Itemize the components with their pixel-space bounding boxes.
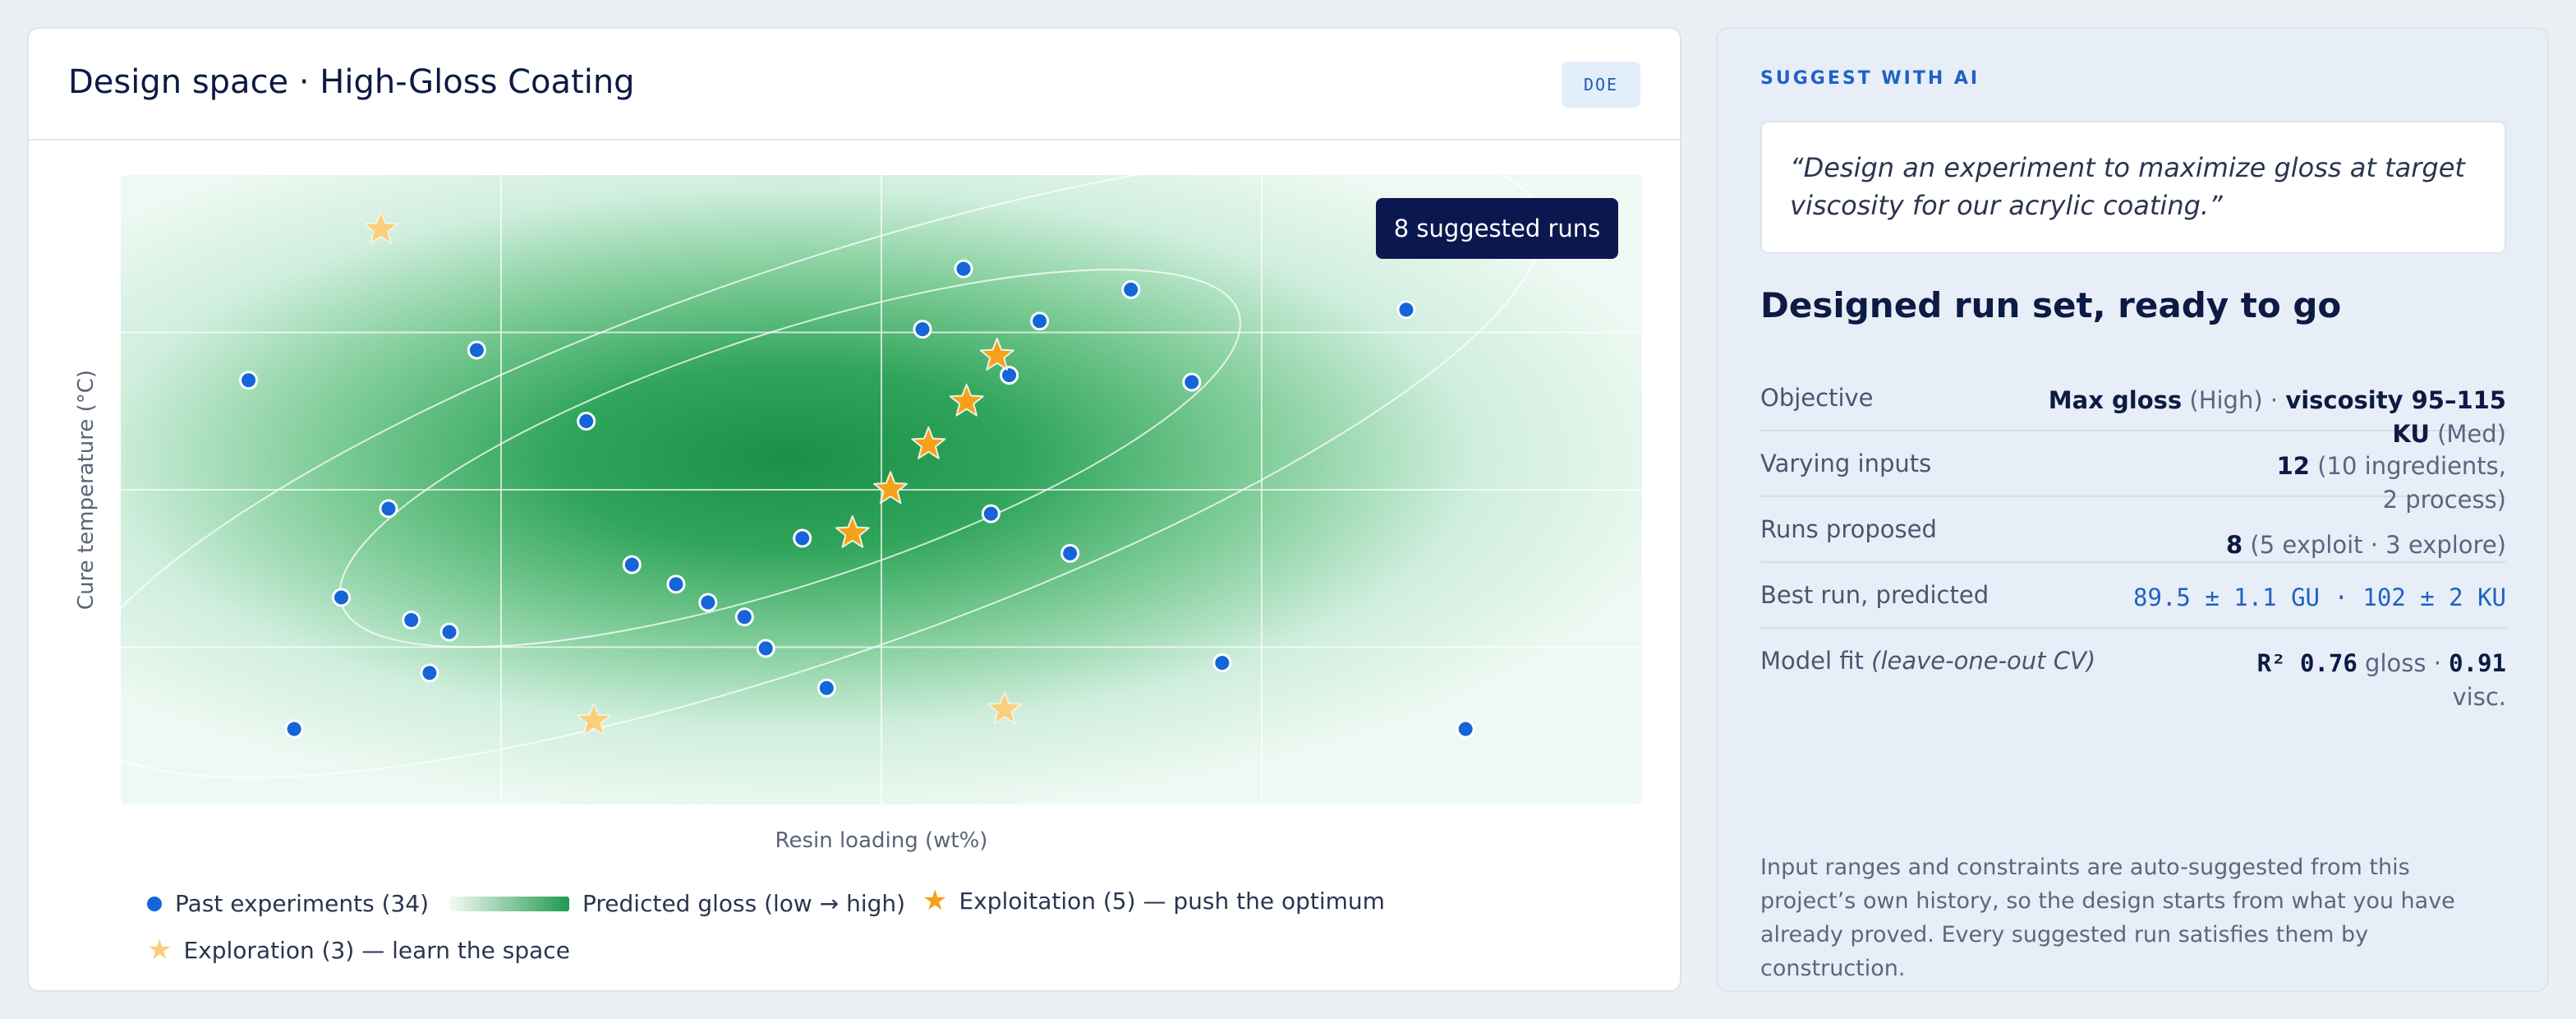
exploration-run-star[interactable]	[987, 691, 1022, 725]
suggest-ai-panel: SUGGEST WITH AI “Design an experiment to…	[1716, 27, 2549, 992]
y-axis-label: Cure temperature (°C)	[74, 370, 99, 610]
past-experiment-point[interactable]	[981, 504, 1000, 523]
row-key: Best run, predicted	[1760, 581, 1990, 609]
star-icon: ★	[922, 884, 948, 917]
exploitation-run-star[interactable]	[873, 471, 908, 505]
past-experiment-point[interactable]	[816, 678, 836, 698]
past-experiment-point[interactable]	[420, 663, 439, 683]
run-set-heading: Designed run set, ready to go	[1760, 285, 2342, 325]
row-best: Best run, predicted 89.5 ± 1.1 GU · 102 …	[1760, 563, 2506, 629]
past-experiment-point[interactable]	[1000, 366, 1019, 385]
legend-label-exploit: Exploitation (5) — push the optimum	[959, 887, 1385, 915]
gradient-swatch	[449, 896, 569, 911]
past-experiment-point[interactable]	[1060, 543, 1080, 563]
inputs-detail: (10 ingredients, 2 process)	[2309, 452, 2506, 514]
past-experiment-point[interactable]	[793, 528, 812, 548]
design-space-chart: Cure temperature (°C) Resin loading (wt%…	[74, 175, 1642, 853]
past-experiment-point[interactable]	[577, 412, 596, 431]
past-experiment-point[interactable]	[913, 320, 932, 339]
past-experiment-point[interactable]	[734, 607, 754, 627]
legend-item-exploit: ★ Exploitation (5) — push the optimum	[922, 887, 1385, 915]
row-key: Objective	[1760, 384, 1874, 412]
doe-badge[interactable]: DOE	[1562, 62, 1640, 108]
exploitation-run-star[interactable]	[979, 337, 1014, 371]
past-experiment-point[interactable]	[756, 639, 775, 658]
past-experiment-point[interactable]	[1121, 279, 1141, 299]
chart-marks	[239, 210, 1475, 739]
fit-gloss: gloss ·	[2357, 649, 2450, 677]
objective-viscosity: viscosity 95–115 KU	[2285, 386, 2506, 448]
fit-key-note: (leave-one-out CV)	[1871, 647, 2096, 675]
fit-r2: R² 0.76	[2256, 649, 2358, 677]
fit-key: Model fit	[1760, 647, 1864, 675]
past-experiment-point[interactable]	[402, 611, 421, 630]
legend-label-explore: Exploration (3) — learn the space	[183, 936, 570, 964]
row-fit: Model fit (leave-one-out CV) R² 0.76 glo…	[1760, 629, 2506, 711]
row-runs: Runs proposed 8 (5 exploit · 3 explore)	[1760, 497, 2506, 563]
past-experiment-point[interactable]	[239, 371, 259, 390]
past-experiment-point[interactable]	[622, 555, 642, 574]
legend-item-past: Past experiments (34)	[147, 890, 429, 917]
runs-count: 8	[2226, 531, 2243, 559]
past-experiment-point[interactable]	[379, 499, 398, 519]
best-run-value: 89.5 ± 1.1 GU · 102 ± 2 KU	[2133, 583, 2506, 611]
page-title: Design space · High-Gloss Coating	[68, 63, 635, 101]
past-experiment-point[interactable]	[1030, 311, 1050, 331]
legend-label-gloss: Predicted gloss (low → high)	[582, 890, 906, 917]
row-value: Max gloss (High) · viscosity 95–115 KU (…	[2046, 384, 2506, 451]
row-key: Runs proposed	[1760, 515, 1937, 543]
row-inputs: Varying inputs 12 (10 ingredients, 2 pro…	[1760, 431, 2506, 514]
inputs-count: 12	[2276, 452, 2310, 480]
row-key: Model fit (leave-one-out CV)	[1760, 647, 2095, 675]
exploration-run-star[interactable]	[363, 210, 398, 244]
past-experiment-point[interactable]	[1182, 372, 1202, 392]
past-experiment-point[interactable]	[439, 622, 459, 642]
objective-gloss-level: (High) ·	[2182, 386, 2286, 414]
card-header: Design space · High-Gloss Coating DOE	[29, 29, 1680, 141]
row-value: 8 (5 exploit · 3 explore)	[2226, 528, 2506, 562]
exploitation-run-star[interactable]	[835, 514, 870, 548]
constraints-note: Input ranges and constraints are auto-su…	[1760, 855, 2455, 981]
row-objective: Objective Max gloss (High) · viscosity 9…	[1760, 366, 2506, 448]
past-experiment-point[interactable]	[284, 719, 304, 739]
objective-gloss: Max gloss	[2048, 386, 2183, 414]
exploration-run-star[interactable]	[577, 703, 611, 736]
past-experiment-point[interactable]	[1396, 300, 1416, 320]
legend-label-past: Past experiments (34)	[175, 890, 430, 917]
past-experiment-point[interactable]	[666, 574, 686, 594]
x-axis-label: Resin loading (wt%)	[775, 828, 988, 853]
past-experiment-point[interactable]	[1212, 653, 1232, 673]
past-experiment-point[interactable]	[954, 259, 973, 279]
past-experiment-point[interactable]	[698, 592, 718, 612]
runs-detail: (5 exploit · 3 explore)	[2242, 531, 2506, 559]
row-value: 12 (10 ingredients, 2 process)	[2260, 450, 2506, 517]
objective-viscosity-level: (Med)	[2429, 420, 2506, 448]
fit-visc: visc.	[2452, 683, 2507, 711]
ai-prompt: “Design an experiment to maximize gloss …	[1760, 121, 2506, 254]
ai-kicker: SUGGEST WITH AI	[1760, 68, 1980, 89]
suggested-runs-pill: 8 suggested runs	[1376, 198, 1618, 259]
row-value: R² 0.76 gloss · 0.91 visc.	[2243, 647, 2506, 714]
star-icon: ★	[147, 934, 172, 966]
row-key: Varying inputs	[1760, 450, 1932, 477]
past-experiment-point[interactable]	[1456, 719, 1475, 739]
exploitation-run-star[interactable]	[949, 383, 984, 417]
legend-item-gloss: Predicted gloss (low → high)	[449, 890, 905, 917]
exploitation-run-star[interactable]	[911, 426, 946, 459]
design-space-card: Design space · High-Gloss Coating DOE Cu…	[27, 27, 1681, 992]
fit-visc-value: 0.91	[2449, 649, 2506, 677]
legend-item-explore: ★ Exploration (3) — learn the space	[147, 936, 570, 964]
past-experiment-point[interactable]	[467, 340, 486, 360]
circle-icon	[147, 896, 162, 911]
past-experiment-point[interactable]	[332, 588, 352, 607]
row-value: 89.5 ± 1.1 GU · 102 ± 2 KU	[2133, 581, 2506, 615]
